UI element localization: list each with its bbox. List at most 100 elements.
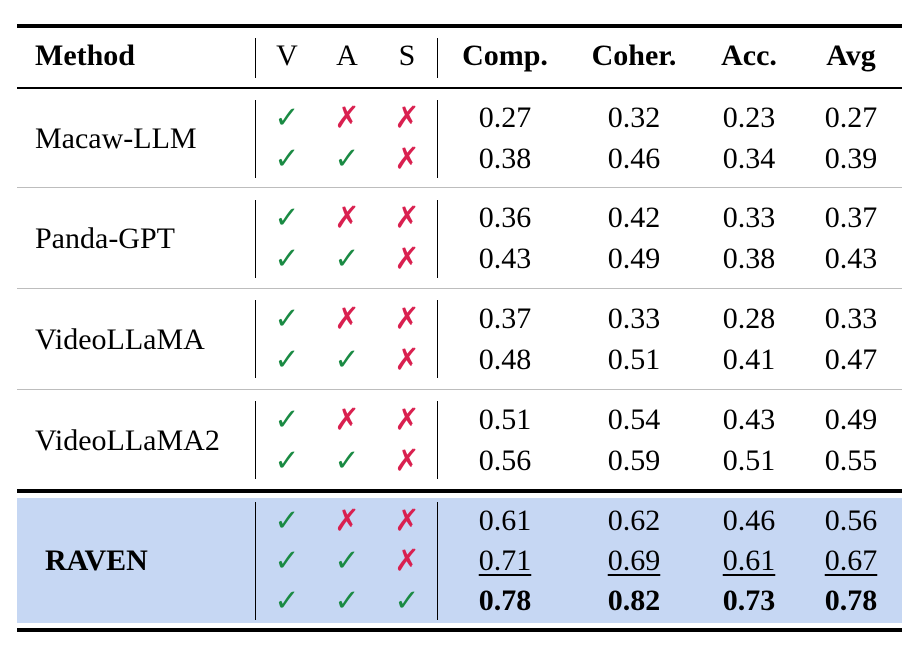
score-acc: 0.33 <box>722 201 776 234</box>
score-acc: 0.73 <box>722 584 776 617</box>
check-mark-icon: ✓ <box>274 301 300 337</box>
cross-mark-icon: ✗ <box>394 100 420 136</box>
row-group-separator <box>17 389 902 390</box>
header-rule <box>17 87 902 89</box>
score-comp: 0.56 <box>478 444 532 477</box>
score-avg: 0.56 <box>824 504 878 537</box>
score-acc: 0.28 <box>722 302 776 335</box>
score-coher: 0.54 <box>607 403 661 436</box>
check-mark-icon: ✓ <box>274 443 300 479</box>
score-coher: 0.46 <box>607 142 661 175</box>
column-separator <box>437 38 438 78</box>
score-coher: 0.32 <box>607 101 661 134</box>
score-avg: 0.47 <box>824 343 878 376</box>
row-group-separator <box>17 187 902 188</box>
score-acc: 0.51 <box>722 444 776 477</box>
method-name: Panda-GPT <box>35 221 175 255</box>
method-name-raven: RAVEN <box>45 544 148 577</box>
score-acc: 0.38 <box>722 242 776 275</box>
check-mark-icon: ✓ <box>274 583 300 619</box>
score-avg: 0.27 <box>824 101 878 134</box>
score-comp: 0.61 <box>478 504 532 537</box>
column-header-acc: Acc. <box>721 39 777 72</box>
column-header-coher: Coher. <box>591 39 677 72</box>
cross-mark-icon: ✗ <box>394 543 420 579</box>
score-coher: 0.59 <box>607 444 661 477</box>
bottom-rule <box>17 628 902 632</box>
cross-mark-icon: ✗ <box>334 100 360 136</box>
column-separator <box>255 38 256 78</box>
score-acc: 0.46 <box>722 504 776 537</box>
score-avg: 0.78 <box>824 584 878 617</box>
column-header-comp: Comp. <box>462 39 548 72</box>
check-mark-icon: ✓ <box>274 141 300 177</box>
score-coher: 0.69 <box>607 544 661 577</box>
column-separator <box>437 300 438 378</box>
score-comp: 0.36 <box>478 201 532 234</box>
check-mark-icon: ✓ <box>334 583 360 619</box>
column-separator <box>255 100 256 178</box>
cross-mark-icon: ✗ <box>394 503 420 539</box>
score-comp: 0.38 <box>478 142 532 175</box>
mid-rule <box>17 489 902 493</box>
score-comp: 0.37 <box>478 302 532 335</box>
score-acc: 0.34 <box>722 142 776 175</box>
check-mark-icon: ✓ <box>334 141 360 177</box>
cross-mark-icon: ✗ <box>394 200 420 236</box>
score-avg: 0.43 <box>824 242 878 275</box>
check-mark-icon: ✓ <box>274 241 300 277</box>
row-group-separator <box>17 288 902 289</box>
score-avg: 0.37 <box>824 201 878 234</box>
column-separator <box>437 200 438 278</box>
cross-mark-icon: ✗ <box>334 402 360 438</box>
check-mark-icon: ✓ <box>274 503 300 539</box>
column-separator <box>255 200 256 278</box>
score-acc: 0.23 <box>722 101 776 134</box>
score-coher: 0.33 <box>607 302 661 335</box>
check-mark-icon: ✓ <box>334 342 360 378</box>
score-comp: 0.27 <box>478 101 532 134</box>
score-coher: 0.82 <box>607 584 661 617</box>
cross-mark-icon: ✗ <box>394 402 420 438</box>
score-coher: 0.62 <box>607 504 661 537</box>
score-comp: 0.78 <box>478 584 532 617</box>
check-mark-icon: ✓ <box>274 342 300 378</box>
score-avg: 0.33 <box>824 302 878 335</box>
top-rule <box>17 24 902 28</box>
cross-mark-icon: ✗ <box>334 503 360 539</box>
check-mark-icon: ✓ <box>274 543 300 579</box>
score-coher: 0.49 <box>607 242 661 275</box>
score-acc: 0.41 <box>722 343 776 376</box>
score-avg: 0.55 <box>824 444 878 477</box>
check-mark-icon: ✓ <box>274 200 300 236</box>
cross-mark-icon: ✗ <box>394 241 420 277</box>
check-mark-icon: ✓ <box>394 583 420 619</box>
score-comp: 0.51 <box>478 403 532 436</box>
cross-mark-icon: ✗ <box>394 141 420 177</box>
check-mark-icon: ✓ <box>274 402 300 438</box>
column-header-s: S <box>398 39 416 72</box>
score-avg: 0.39 <box>824 142 878 175</box>
score-avg: 0.49 <box>824 403 878 436</box>
check-mark-icon: ✓ <box>274 100 300 136</box>
score-coher: 0.42 <box>607 201 661 234</box>
method-name: VideoLLaMA <box>35 322 205 356</box>
check-mark-icon: ✓ <box>334 543 360 579</box>
cross-mark-icon: ✗ <box>334 200 360 236</box>
column-separator <box>255 502 256 620</box>
score-acc: 0.61 <box>722 544 776 577</box>
column-header-method: Method <box>35 39 135 72</box>
column-separator <box>437 502 438 620</box>
column-header-v: V <box>276 39 298 72</box>
column-separator <box>437 401 438 479</box>
cross-mark-icon: ✗ <box>394 301 420 337</box>
method-name: VideoLLaMA2 <box>35 423 220 457</box>
score-comp: 0.71 <box>478 544 532 577</box>
cross-mark-icon: ✗ <box>334 301 360 337</box>
raven-highlight <box>17 498 902 623</box>
check-mark-icon: ✓ <box>334 443 360 479</box>
cross-mark-icon: ✗ <box>394 342 420 378</box>
column-header-avg: Avg <box>826 39 876 72</box>
score-comp: 0.43 <box>478 242 532 275</box>
method-name: Macaw-LLM <box>35 121 197 155</box>
